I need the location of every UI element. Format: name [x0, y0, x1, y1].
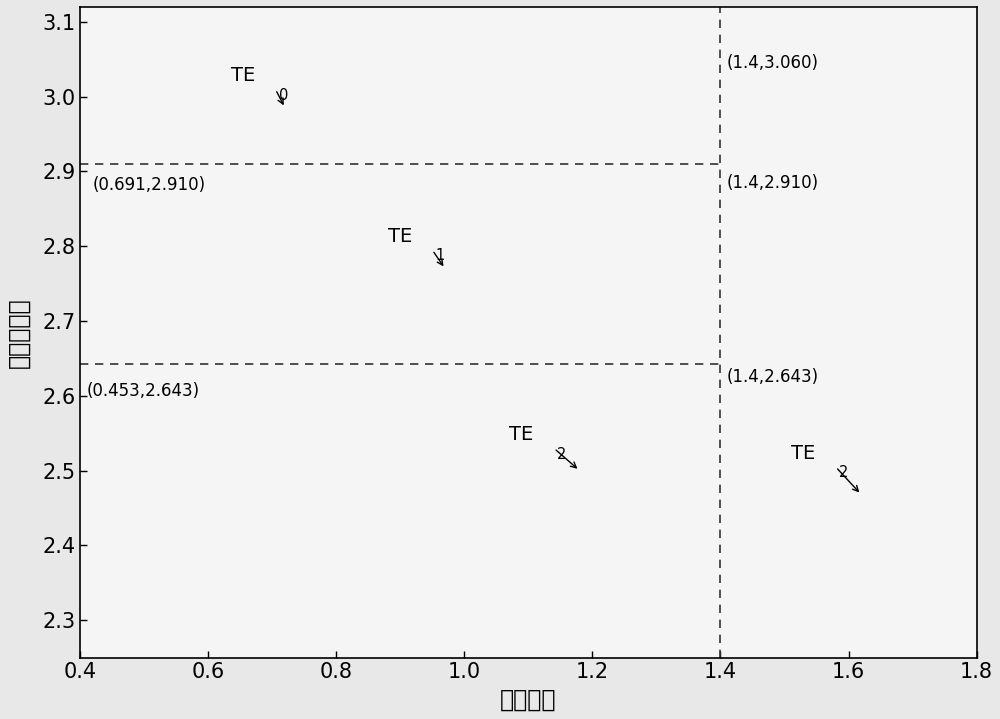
- Text: TE: TE: [231, 66, 255, 86]
- Text: (0.453,2.643): (0.453,2.643): [87, 382, 200, 400]
- Text: (1.4,3.060): (1.4,3.060): [727, 54, 819, 73]
- X-axis label: 波导宽度: 波导宽度: [500, 688, 557, 712]
- Text: TE: TE: [509, 426, 533, 444]
- Text: TE: TE: [791, 444, 815, 463]
- Text: (1.4,2.643): (1.4,2.643): [727, 368, 819, 386]
- Text: TE: TE: [388, 227, 412, 247]
- Text: 1: 1: [436, 249, 445, 263]
- Text: 2: 2: [557, 446, 567, 462]
- Text: (0.691,2.910): (0.691,2.910): [93, 176, 206, 194]
- Text: 2: 2: [839, 465, 848, 480]
- Y-axis label: 有效折射率: 有效折射率: [7, 297, 31, 367]
- Text: (1.4,2.910): (1.4,2.910): [727, 174, 819, 192]
- Text: 0: 0: [279, 88, 288, 103]
